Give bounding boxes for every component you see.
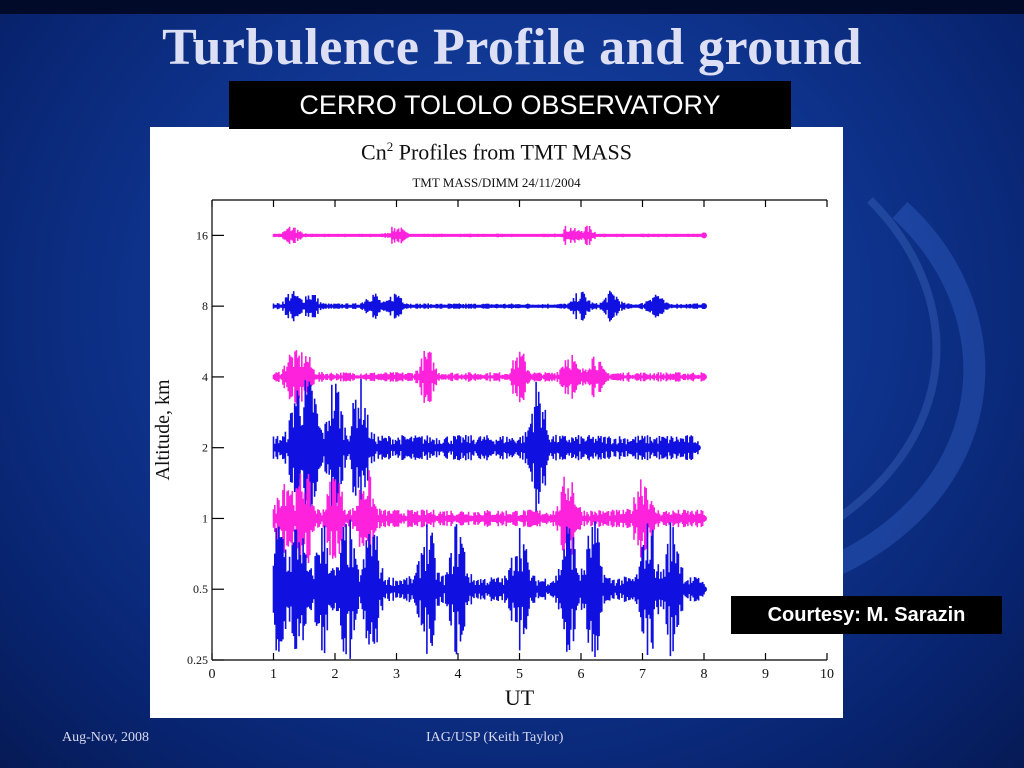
- chart-title-main: Cn: [361, 139, 387, 165]
- x-tick-label: 9: [762, 667, 769, 682]
- profile-end-dot: [701, 232, 707, 239]
- figure-panel: Cn2 Profiles from TMT MASS TMT MASS/DIMM…: [150, 127, 843, 718]
- cn2-profile-chart: 0 1 2 3 4 5 6 7 8 9 10 0.25 0.5 1 2 4 8 16 UT Altitude, km: [152, 199, 834, 710]
- profile-end-dot: [701, 586, 707, 593]
- chart-subtitle: TMT MASS/DIMM 24/11/2004: [412, 175, 581, 190]
- x-tick-label: 5: [516, 667, 523, 682]
- profile-end-dot: [701, 515, 707, 522]
- x-tick-label: 6: [578, 667, 585, 682]
- x-tick-label: 8: [701, 667, 708, 682]
- chart-title-rest: Profiles from TMT MASS: [393, 139, 632, 165]
- y-tick-label: 0.5: [193, 582, 208, 596]
- x-axis-label: UT: [505, 685, 535, 710]
- x-tick-label: 4: [455, 667, 462, 682]
- x-tick-label: 2: [332, 667, 339, 682]
- footer-credit: IAG/USP (Keith Taylor): [426, 730, 564, 745]
- y-axis-label: Altitude, km: [152, 379, 174, 481]
- top-bar: [0, 0, 1024, 14]
- chart-title-superscript: 2: [386, 139, 394, 154]
- slide-title: Turbulence Profile and ground: [162, 19, 862, 76]
- y-tick-label: 4: [202, 370, 208, 384]
- observatory-label: CERRO TOLOLO OBSERVATORY: [229, 81, 791, 129]
- x-tick-label: 1: [270, 667, 277, 682]
- profile-end-dot: [701, 303, 707, 310]
- chart-title: Cn2 Profiles from TMT MASS: [150, 139, 843, 165]
- x-tick-label: 0: [209, 667, 216, 682]
- footer-date: Aug-Nov, 2008: [62, 730, 149, 745]
- x-tick-label: 10: [820, 667, 834, 682]
- profile-end-dot: [701, 373, 707, 380]
- x-tick-label: 3: [393, 667, 400, 682]
- y-tick-label: 16: [196, 228, 208, 242]
- y-tick-label: 1: [202, 511, 208, 525]
- profile-end-dot: [694, 444, 701, 451]
- x-tick-label: 7: [639, 667, 646, 682]
- y-tick-label: 8: [202, 299, 208, 313]
- y-tick-label: 0.25: [187, 653, 208, 667]
- courtesy-label: Courtesy: M. Sarazin: [731, 596, 1002, 634]
- y-tick-label: 2: [202, 441, 208, 455]
